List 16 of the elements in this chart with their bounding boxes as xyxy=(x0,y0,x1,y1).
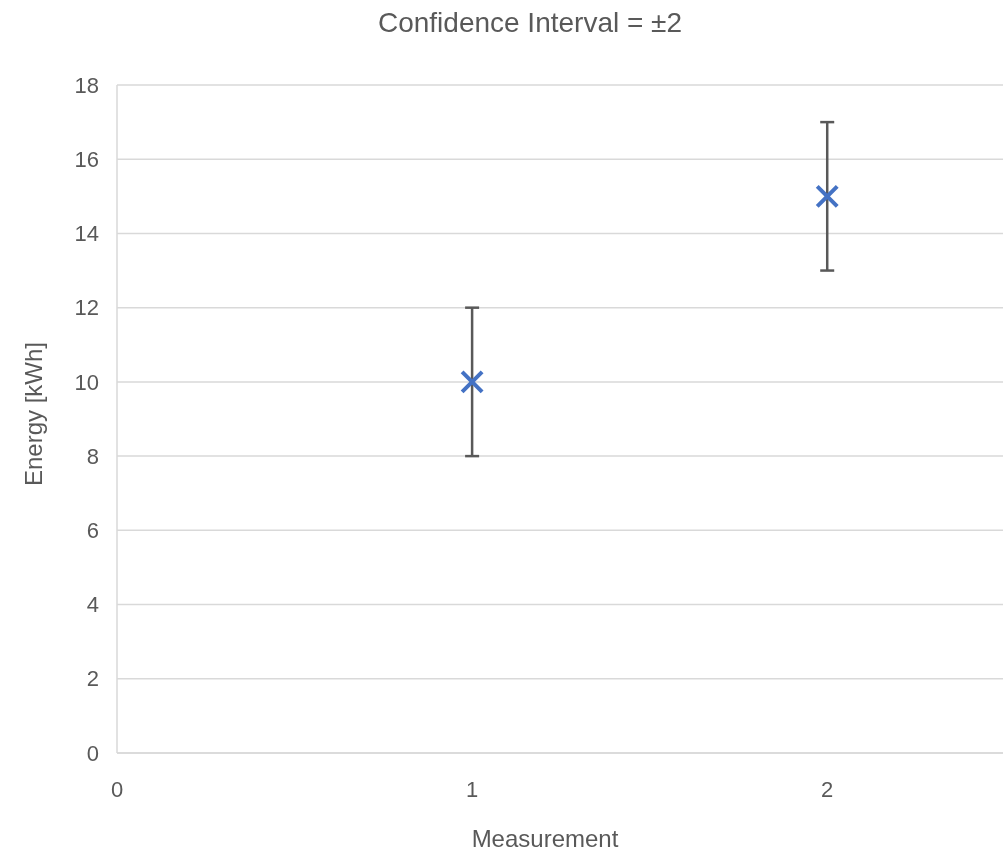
y-tick-label: 12 xyxy=(74,295,99,321)
y-tick-label: 16 xyxy=(74,146,99,172)
y-tick-label: 18 xyxy=(74,72,99,98)
x-tick-label: 0 xyxy=(110,777,124,802)
y-tick-label: 2 xyxy=(86,666,99,692)
y-tick-label: 14 xyxy=(74,221,99,247)
y-axis-title: Energy [kWh] xyxy=(20,341,47,487)
y-tick-label: 8 xyxy=(86,443,99,469)
y-tick-label: 10 xyxy=(74,369,99,395)
y-tick-label: 4 xyxy=(86,592,99,618)
x-axis-title: Measurement xyxy=(471,825,619,852)
x-tick-label: 2 xyxy=(821,777,834,802)
chart-title: Confidence Interval = ±2 xyxy=(377,7,683,38)
y-tick-label: 0 xyxy=(86,740,99,766)
x-tick-label: 1 xyxy=(465,777,479,802)
y-tick-label: 6 xyxy=(86,518,99,544)
